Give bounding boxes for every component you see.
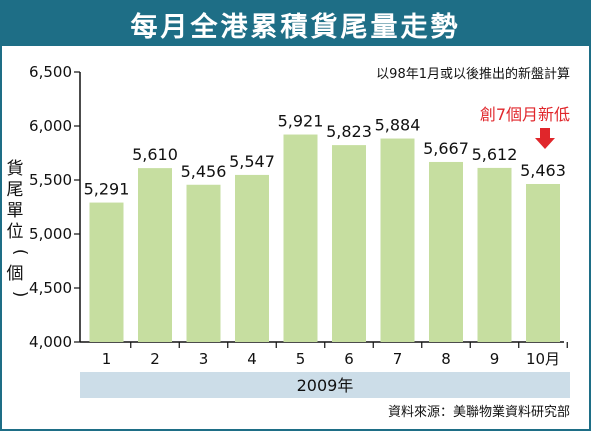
bar [186, 184, 221, 342]
bar [235, 174, 269, 342]
bar [332, 145, 366, 342]
bar [89, 202, 124, 342]
x-tick-label: 3 [199, 350, 209, 368]
y-axis-label-char: ( [10, 249, 30, 256]
x-tick-label: 10月 [526, 350, 560, 368]
arrow-down-icon [535, 128, 555, 149]
x-tick-label: 9 [490, 350, 500, 368]
y-axis-label-char: 個 [7, 264, 24, 284]
axes: 4,000 4,500 5,000 5,500 6,000 6,500 [29, 63, 568, 351]
data-label: 5,456 [181, 162, 227, 181]
y-tick-label: 4,000 [29, 333, 72, 351]
y-tick-label: 4,500 [29, 279, 72, 297]
data-label: 5,667 [423, 139, 469, 158]
year-band [80, 372, 570, 398]
data-label: 5,291 [84, 180, 130, 199]
y-tick-label: 5,000 [29, 225, 72, 243]
x-tick-label: 7 [393, 350, 403, 368]
data-label: 5,612 [472, 145, 518, 164]
y-tick-label: 6,500 [29, 63, 72, 81]
bar [283, 134, 318, 342]
y-axis-label-char: 尾 [7, 180, 24, 200]
bar [477, 167, 512, 342]
data-label: 5,610 [132, 145, 178, 164]
bar [380, 138, 415, 342]
data-label: 5,884 [375, 116, 421, 135]
data-label: 5,921 [278, 112, 324, 131]
source-note: 資料來源：美聯物業資料研究部 [388, 404, 570, 420]
x-tick-label: 1 [102, 350, 112, 368]
y-axis-label-char: 貨 [7, 159, 24, 179]
y-tick-label: 5,500 [29, 171, 72, 189]
annotation-text: 創7個月新低 [480, 105, 570, 124]
bar [526, 183, 560, 342]
annotation: 創7個月新低 [480, 105, 570, 149]
x-tick-label: 8 [441, 350, 451, 368]
x-tick-label: 2 [150, 350, 160, 368]
x-tick-label: 5 [296, 350, 306, 368]
x-group-label: 2009年 [297, 376, 354, 395]
chart-note: 以98年1月或以後推出的新盤計算 [376, 66, 570, 82]
labels: 1 5,291 2 5,610 3 5,456 4 5,547 5 5,921 6 5,823 7 5,8… [84, 112, 566, 368]
data-label: 5,547 [229, 152, 275, 171]
bars [89, 134, 560, 342]
y-axis-label-char: 位 [7, 222, 24, 242]
bar [429, 161, 463, 342]
y-axis-label-char: 單 [7, 201, 24, 221]
chart-title: 每月全港累積貨尾量走勢 [2, 2, 589, 46]
y-tick-label: 6,000 [29, 117, 72, 135]
x-tick-label: 6 [344, 350, 354, 368]
x-tick-label: 4 [247, 350, 257, 368]
data-label: 5,463 [520, 161, 566, 180]
bar [138, 168, 172, 342]
y-axis-label-char: ) [10, 291, 30, 298]
data-label: 5,823 [326, 122, 372, 141]
